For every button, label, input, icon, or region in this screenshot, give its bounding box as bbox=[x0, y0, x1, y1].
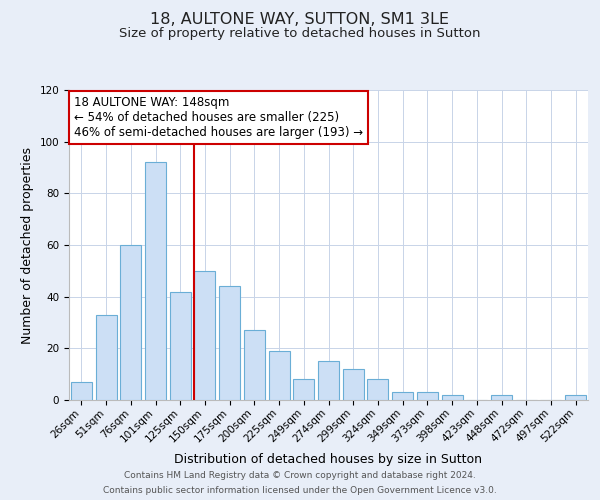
Text: 18 AULTONE WAY: 148sqm
← 54% of detached houses are smaller (225)
46% of semi-de: 18 AULTONE WAY: 148sqm ← 54% of detached… bbox=[74, 96, 364, 139]
Bar bbox=[392, 392, 413, 400]
Text: Contains HM Land Registry data © Crown copyright and database right 2024.: Contains HM Land Registry data © Crown c… bbox=[124, 471, 476, 480]
Bar bbox=[194, 271, 215, 400]
X-axis label: Distribution of detached houses by size in Sutton: Distribution of detached houses by size … bbox=[175, 453, 482, 466]
Bar bbox=[170, 292, 191, 400]
Text: 18, AULTONE WAY, SUTTON, SM1 3LE: 18, AULTONE WAY, SUTTON, SM1 3LE bbox=[151, 12, 449, 28]
Bar bbox=[244, 330, 265, 400]
Bar bbox=[417, 392, 438, 400]
Bar bbox=[293, 380, 314, 400]
Bar bbox=[442, 395, 463, 400]
Bar bbox=[120, 245, 141, 400]
Bar bbox=[219, 286, 240, 400]
Text: Size of property relative to detached houses in Sutton: Size of property relative to detached ho… bbox=[119, 28, 481, 40]
Bar bbox=[491, 395, 512, 400]
Bar bbox=[145, 162, 166, 400]
Bar bbox=[95, 315, 116, 400]
Bar bbox=[343, 369, 364, 400]
Bar bbox=[269, 351, 290, 400]
Y-axis label: Number of detached properties: Number of detached properties bbox=[21, 146, 34, 344]
Bar bbox=[367, 380, 388, 400]
Bar bbox=[71, 382, 92, 400]
Text: Contains public sector information licensed under the Open Government Licence v3: Contains public sector information licen… bbox=[103, 486, 497, 495]
Bar bbox=[565, 395, 586, 400]
Bar bbox=[318, 361, 339, 400]
